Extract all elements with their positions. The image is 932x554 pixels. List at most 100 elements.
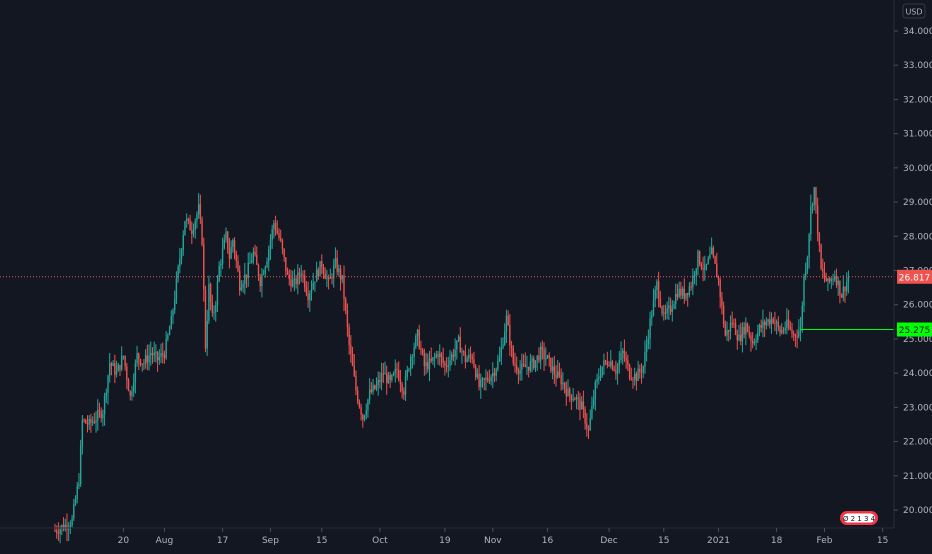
candle-body: [498, 357, 501, 362]
candle-body: [702, 267, 704, 270]
candle-body: [273, 223, 275, 230]
candle-body: [408, 369, 410, 371]
candle-body: [758, 325, 761, 333]
candle-body: [471, 356, 473, 360]
candle-body: [804, 270, 807, 277]
candle-body: [346, 310, 349, 328]
candle-body: [798, 330, 800, 337]
currency-button-box[interactable]: [902, 3, 926, 19]
candle-body: [533, 358, 535, 369]
candle-body: [336, 258, 338, 272]
candle-body: [823, 271, 826, 278]
time-tick-label: 15: [316, 536, 327, 546]
candle-body: [285, 257, 287, 272]
candle-body: [488, 380, 491, 382]
candle-body: [317, 269, 320, 277]
candle-body: [165, 339, 167, 358]
candle-body: [545, 358, 547, 360]
candle-body: [799, 326, 802, 331]
candle-body: [440, 353, 443, 358]
candle-body: [630, 378, 632, 380]
candle-body: [485, 377, 487, 380]
candle-body: [604, 360, 607, 362]
candle-body: [218, 265, 220, 282]
candle-body: [91, 421, 94, 423]
candle-body: [669, 305, 672, 312]
candle-body: [464, 352, 467, 362]
candle-body: [103, 395, 106, 415]
candle-body: [755, 340, 757, 343]
candle-body: [668, 305, 670, 309]
candle-body: [637, 368, 639, 381]
candle-body: [551, 366, 554, 372]
candle-body: [326, 278, 328, 280]
candle-body: [514, 363, 516, 366]
candle-body: [143, 363, 145, 365]
candle-body: [480, 379, 482, 388]
price-tick-label: 30.000: [903, 164, 932, 174]
candle-body: [666, 308, 668, 313]
candle-body: [644, 351, 646, 367]
candle-body: [572, 399, 574, 401]
candle-body: [61, 525, 63, 530]
candle-body: [310, 289, 313, 294]
candle-body: [76, 486, 78, 500]
candle-body: [64, 524, 66, 530]
candle-body: [98, 410, 101, 412]
candle-body: [120, 356, 123, 370]
candle-body: [351, 353, 354, 366]
candle-body: [307, 293, 309, 301]
candle-body: [79, 445, 82, 485]
candle-body: [570, 394, 573, 401]
candle-body: [692, 275, 694, 288]
candle-body: [451, 354, 453, 360]
candle-body: [97, 410, 99, 421]
candle-body: [132, 382, 135, 392]
candle-body: [757, 332, 759, 341]
candle-body: [565, 388, 567, 397]
candle-body: [206, 320, 208, 349]
candle-body: [74, 499, 77, 505]
candle-body: [745, 323, 747, 335]
candle-body: [575, 397, 578, 400]
candle-body: [456, 340, 458, 350]
candle-body: [333, 265, 335, 279]
candle-body: [138, 353, 140, 360]
candle-body: [262, 273, 265, 275]
candle-body: [266, 261, 268, 268]
candle-body: [280, 238, 282, 240]
candle-body: [656, 281, 658, 290]
candle-body: [245, 274, 248, 278]
candle-body: [822, 268, 824, 272]
candle-body: [416, 329, 419, 337]
candle-body: [794, 335, 797, 337]
candle-body: [705, 263, 708, 265]
candle-body: [355, 375, 357, 391]
candle-body: [386, 373, 388, 384]
candle-body: [341, 275, 343, 280]
candle-body: [56, 530, 58, 533]
candle-body: [834, 276, 836, 280]
candle-body: [620, 352, 622, 361]
candle-body: [483, 378, 485, 380]
candle-body: [439, 353, 441, 357]
candle-body: [274, 223, 277, 231]
candle-body: [319, 261, 321, 277]
watermark-inner: [843, 513, 875, 523]
candle-body: [345, 299, 347, 311]
candle-body: [144, 355, 147, 364]
candle-body: [591, 405, 593, 419]
candle-body: [85, 420, 87, 424]
currency-button[interactable]: USD: [902, 3, 926, 19]
time-tick-label: 19: [439, 536, 451, 546]
candle-body: [512, 347, 514, 364]
candle-body: [628, 364, 631, 379]
candle-body: [334, 258, 337, 266]
price-tick-label: 21.000: [903, 472, 932, 482]
candle-body: [227, 231, 229, 250]
candle-body: [476, 373, 479, 378]
currency-label: USD: [905, 8, 922, 17]
candle-body: [112, 363, 114, 366]
candle-body: [627, 360, 629, 365]
